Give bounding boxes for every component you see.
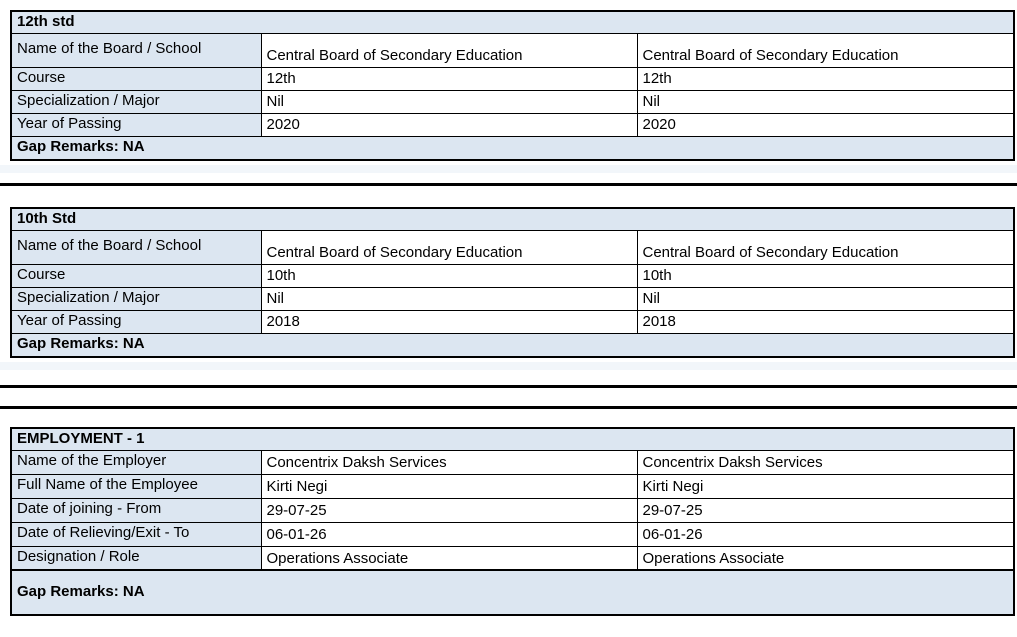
spacer bbox=[0, 388, 1017, 406]
section-title-10th: 10th Std bbox=[10, 207, 1015, 231]
value-cell: Central Board of Secondary Education bbox=[636, 32, 1015, 68]
table-row: Full Name of the Employee Kirti Negi Kir… bbox=[10, 473, 1015, 499]
value-cell: Nil bbox=[260, 286, 638, 311]
table-row: Year of Passing 2018 2018 bbox=[10, 309, 1015, 334]
spacer bbox=[0, 0, 1017, 10]
table-row: Name of the Employer Concentrix Daksh Se… bbox=[10, 449, 1015, 475]
label-cell: Year of Passing bbox=[10, 309, 262, 334]
label-cell: Course bbox=[10, 263, 262, 288]
label-cell: Name of the Board / School bbox=[10, 229, 262, 265]
table-row: Designation / Role Operations Associate … bbox=[10, 545, 1015, 571]
value-cell: 06-01-26 bbox=[260, 521, 638, 547]
value-cell: Central Board of Secondary Education bbox=[260, 229, 638, 265]
value-cell: Concentrix Daksh Services bbox=[636, 449, 1015, 475]
employment-table-1: EMPLOYMENT - 1 Name of the Employer Conc… bbox=[10, 427, 1016, 616]
education-table-10th: 10th Std Name of the Board / School Cent… bbox=[10, 207, 1015, 358]
label-cell: Full Name of the Employee bbox=[10, 473, 262, 499]
section-title-employment: EMPLOYMENT - 1 bbox=[10, 427, 1015, 451]
value-cell: 2020 bbox=[260, 112, 638, 137]
table-row: EMPLOYMENT - 1 bbox=[10, 427, 1015, 451]
table-row: Name of the Board / School Central Board… bbox=[10, 229, 1015, 265]
value-cell: 29-07-25 bbox=[260, 497, 638, 523]
section-title-12th: 12th std bbox=[10, 10, 1015, 34]
value-cell: Nil bbox=[260, 89, 638, 114]
separator-line bbox=[0, 385, 1017, 388]
value-cell: 06-01-26 bbox=[636, 521, 1015, 547]
table-row: Specialization / Major Nil Nil bbox=[10, 89, 1015, 114]
value-cell: 12th bbox=[636, 66, 1015, 91]
gap-remarks: Gap Remarks: NA bbox=[10, 332, 1015, 358]
table-row: Date of Relieving/Exit - To 06-01-26 06-… bbox=[10, 521, 1015, 547]
table-row: Specialization / Major Nil Nil bbox=[10, 286, 1015, 311]
value-cell: Central Board of Secondary Education bbox=[260, 32, 638, 68]
table-row: Course 12th 12th bbox=[10, 66, 1015, 91]
table-row: Gap Remarks: NA bbox=[10, 569, 1015, 616]
table-row: 10th Std bbox=[10, 207, 1015, 231]
label-cell: Designation / Role bbox=[10, 545, 262, 571]
label-cell: Specialization / Major bbox=[10, 286, 262, 311]
table-row: Gap Remarks: NA bbox=[10, 332, 1015, 358]
value-cell: 12th bbox=[260, 66, 638, 91]
label-cell: Name of the Employer bbox=[10, 449, 262, 475]
faint-row-band bbox=[0, 165, 1017, 173]
value-cell: Nil bbox=[636, 89, 1015, 114]
value-cell: Kirti Negi bbox=[260, 473, 638, 499]
value-cell: 2018 bbox=[636, 309, 1015, 334]
table-row: Date of joining - From 29-07-25 29-07-25 bbox=[10, 497, 1015, 523]
value-cell: Nil bbox=[636, 286, 1015, 311]
spacer bbox=[0, 409, 1017, 427]
label-cell: Specialization / Major bbox=[10, 89, 262, 114]
faint-row-band bbox=[0, 362, 1017, 370]
value-cell: Operations Associate bbox=[636, 545, 1015, 571]
gap-remarks: Gap Remarks: NA bbox=[10, 135, 1015, 161]
table-row: Name of the Board / School Central Board… bbox=[10, 32, 1015, 68]
value-cell: 2020 bbox=[636, 112, 1015, 137]
spacer bbox=[0, 370, 1017, 385]
gap-remarks: Gap Remarks: NA bbox=[10, 569, 1015, 616]
table-row: Course 10th 10th bbox=[10, 263, 1015, 288]
value-cell: 29-07-25 bbox=[636, 497, 1015, 523]
education-table-12th: 12th std Name of the Board / School Cent… bbox=[10, 10, 1016, 161]
value-cell: Kirti Negi bbox=[636, 473, 1015, 499]
value-cell: 2018 bbox=[260, 309, 638, 334]
value-cell: Concentrix Daksh Services bbox=[260, 449, 638, 475]
table-row: Gap Remarks: NA bbox=[10, 135, 1015, 161]
spacer bbox=[0, 186, 1017, 207]
value-cell: Operations Associate bbox=[260, 545, 638, 571]
table-row: Year of Passing 2020 2020 bbox=[10, 112, 1015, 137]
table-row: 12th std bbox=[10, 10, 1015, 34]
value-cell: Central Board of Secondary Education bbox=[636, 229, 1015, 265]
value-cell: 10th bbox=[636, 263, 1015, 288]
label-cell: Name of the Board / School bbox=[10, 32, 262, 68]
value-cell: 10th bbox=[260, 263, 638, 288]
label-cell: Course bbox=[10, 66, 262, 91]
label-cell: Date of Relieving/Exit - To bbox=[10, 521, 262, 547]
separator-line bbox=[0, 406, 1017, 409]
separator-line bbox=[0, 183, 1017, 186]
label-cell: Date of joining - From bbox=[10, 497, 262, 523]
label-cell: Year of Passing bbox=[10, 112, 262, 137]
spacer bbox=[0, 173, 1017, 183]
